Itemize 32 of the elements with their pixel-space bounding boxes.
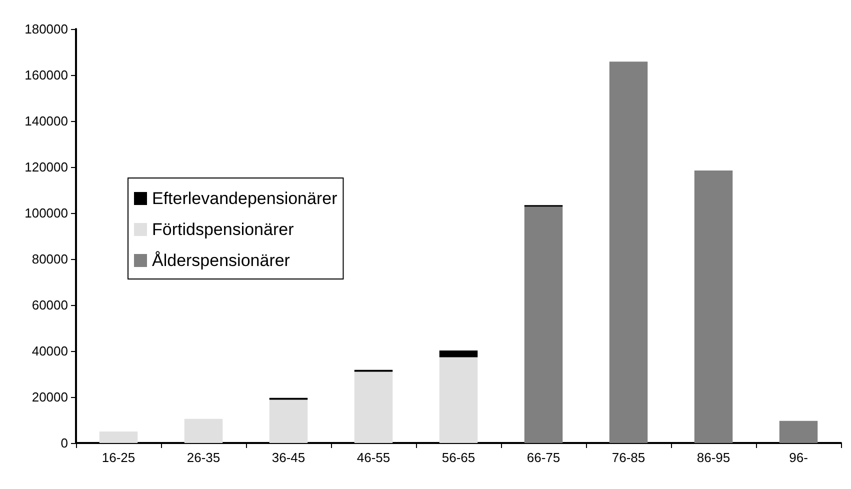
bar [269,400,308,443]
bar [779,420,818,443]
legend-label: Ålderspensionärer [152,251,290,270]
y-tick-label: 60000 [32,298,68,312]
x-tick-label: 86-95 [696,450,730,465]
y-tick-label: 120000 [24,160,68,174]
legend-label: Förtidspensionärer [152,220,294,239]
x-tick-label: 76-85 [612,450,646,465]
y-tick-label: 40000 [32,344,68,358]
x-tick-label: 56-65 [442,450,476,465]
bar [184,418,223,443]
x-tick-label: 36-45 [272,450,306,465]
bar [439,357,478,443]
y-tick-label: 0 [60,436,68,450]
bar [439,350,478,358]
x-tick-label: 46-55 [356,450,390,465]
bar [694,170,733,443]
x-tick-label: 16-25 [102,450,136,465]
bar [99,432,138,443]
y-tick-label: 180000 [24,22,68,36]
y-tick-label: 100000 [24,206,68,220]
x-tick-label: 26-35 [186,450,220,465]
y-tick-label: 80000 [32,252,68,266]
legend-label: Efterlevandepensionärer [152,189,338,208]
y-tick-label: 20000 [32,390,68,404]
bar [609,62,648,443]
y-tick-label: 140000 [24,114,68,128]
bar [354,372,393,443]
x-tick-label: 66-75 [526,450,560,465]
y-tick-label: 160000 [24,68,68,82]
x-tick-label: 96- [789,450,808,465]
bar [524,206,563,443]
